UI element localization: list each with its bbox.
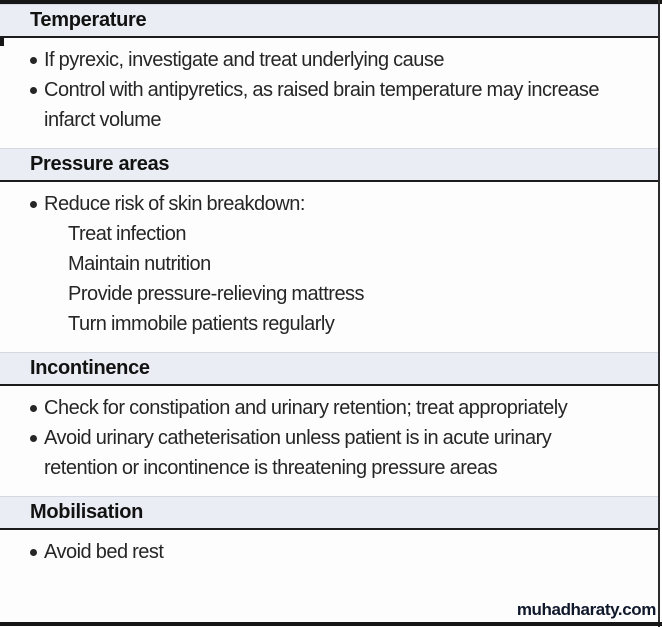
section-title: Incontinence [30,357,150,379]
care-table: Temperature If pyrexic, investigate and t… [0,4,658,576]
bullet-icon [30,405,37,412]
bullet-icon [30,87,37,94]
list-item-text: Provide pressure-relieving mattress [68,283,365,305]
table-top-border [0,0,662,4]
bullet-icon [30,435,37,442]
sub-list-item: Treat infection [30,219,630,249]
sub-list-item: Provide pressure-relieving mattress [30,279,630,309]
watermark: muhadharaty.com [516,600,657,619]
section-header: Pressure areas [0,148,658,182]
table-right-border [658,0,660,627]
list-item: If pyrexic, investigate and treat underl… [30,45,630,75]
section-header: Incontinence [0,352,658,386]
list-item: Avoid urinary catheterisation unless pat… [30,423,630,483]
list-item-text: Avoid bed rest [44,541,164,563]
list-item: Reduce risk of skin breakdown: [30,189,630,219]
section-content: If pyrexic, investigate and treat underl… [0,38,658,144]
bullet-icon [30,201,37,208]
list-item-text: Treat infection [68,223,187,245]
section-content: Avoid bed rest [0,530,658,576]
table-bottom-border [0,622,662,626]
section-header: Temperature [0,4,658,38]
section-title: Temperature [30,9,147,31]
list-item-text: Turn immobile patients regularly [68,313,335,335]
section-content: Check for constipation and urinary reten… [0,386,658,492]
list-item-text: Control with antipyretics, as raised bra… [44,79,599,131]
sub-list-item: Maintain nutrition [30,249,630,279]
list-item-text: Reduce risk of skin breakdown: [44,193,305,215]
list-item-text: Maintain nutrition [68,253,211,275]
list-item-text: Check for constipation and urinary reten… [44,397,568,419]
sub-list-item: Turn immobile patients regularly [30,309,630,339]
section-content: Reduce risk of skin breakdown: Treat infe… [0,182,658,348]
list-item-text: Avoid urinary catheterisation unless pat… [44,427,552,479]
section-title: Mobilisation [30,501,144,523]
list-item: Check for constipation and urinary reten… [30,393,630,423]
section-header: Mobilisation [0,496,658,530]
bullet-icon [30,549,37,556]
list-item: Avoid bed rest [30,537,630,567]
care-section: Mobilisation Avoid bed rest [0,496,658,576]
care-section: Pressure areas Reduce risk of skin breakd… [0,148,658,348]
care-section: Temperature If pyrexic, investigate and t… [0,4,658,144]
bullet-icon [30,57,37,64]
section-title: Pressure areas [30,153,170,175]
care-section: Incontinence Check for constipation and u… [0,352,658,492]
list-item-text: If pyrexic, investigate and treat underl… [44,49,445,71]
list-item: Control with antipyretics, as raised bra… [30,75,630,135]
